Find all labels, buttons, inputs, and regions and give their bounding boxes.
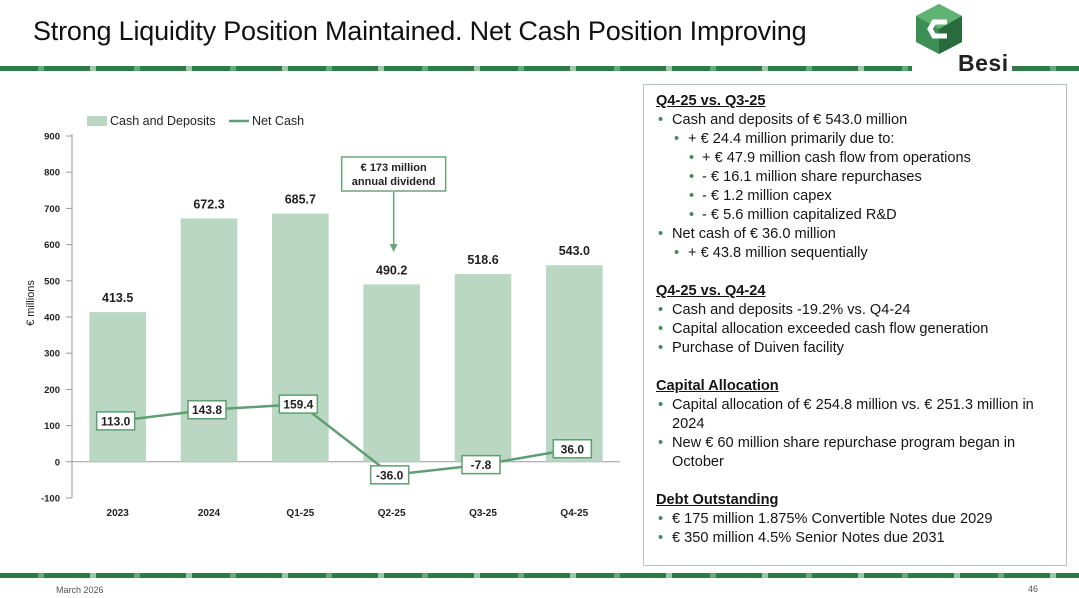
- commentary-panel: Q4-25 vs. Q3-25 Cash and deposits of € 54…: [643, 84, 1067, 566]
- besi-logo-icon: [916, 4, 962, 54]
- panel-bullet: + € 24.4 million primarily due to:: [656, 130, 1054, 149]
- annotation-box: [340, 156, 447, 192]
- bar-value-label: 672.3: [193, 197, 224, 211]
- panel-section: Capital Allocation Capital allocation of …: [656, 377, 1054, 472]
- panel-bullet: New € 60 million share repurchase progra…: [656, 434, 1054, 472]
- logo-text: Besi: [958, 50, 1009, 76]
- slide-title: Strong Liquidity Position Maintained. Ne…: [33, 16, 807, 46]
- y-tick-label: 400: [44, 313, 60, 324]
- panel-bullet: + € 43.8 million sequentially: [656, 244, 1054, 263]
- bar-cash-deposits: [272, 213, 329, 462]
- panel-section-heading: Q4-25 vs. Q4-24: [656, 283, 766, 299]
- panel-section-heading: Q4-25 vs. Q3-25: [656, 93, 766, 109]
- panel-bullet: € 175 million 1.875% Convertible Notes d…: [656, 510, 1054, 529]
- bar-cash-deposits: [89, 312, 146, 462]
- panel-bullet: - € 5.6 million capitalized R&D: [656, 206, 1054, 225]
- annotation-arrow-head: [389, 244, 398, 252]
- panel-section: Q4-25 vs. Q3-25 Cash and deposits of € 54…: [656, 92, 1054, 263]
- y-tick-label: 500: [44, 276, 60, 287]
- bar-value-label: 490.2: [376, 263, 407, 277]
- y-tick-label: 0: [55, 457, 60, 468]
- panel-bullet: Cash and deposits -19.2% vs. Q4-24: [656, 301, 1054, 320]
- net-cash-label: -7.8: [471, 458, 492, 472]
- net-cash-label: 143.8: [192, 403, 222, 417]
- y-tick-label: 800: [44, 168, 60, 179]
- bar-value-label: 543.0: [559, 244, 590, 258]
- bar-value-label: 685.7: [285, 193, 316, 207]
- legend-label-netcash: Net Cash: [252, 114, 304, 128]
- net-cash-point: [369, 465, 410, 485]
- annotation-text: annual dividend: [352, 176, 436, 188]
- y-tick-label: 100: [44, 421, 60, 432]
- x-tick-label: 2024: [198, 508, 221, 519]
- page-number: 46: [1028, 584, 1039, 594]
- net-cash-label: 36.0: [561, 442, 585, 456]
- net-cash-point: [187, 399, 227, 420]
- y-tick-label: 900: [44, 132, 60, 143]
- bar-cash-deposits: [180, 218, 238, 462]
- panel-section: Debt Outstanding € 175 million 1.875% Con…: [656, 491, 1054, 548]
- net-cash-label: 159.4: [283, 398, 313, 412]
- cash-chart: -100 0 100 200 300 400 500 600 700 800 900 € millio…: [25, 114, 620, 519]
- annotation-text: € 173 million: [361, 162, 427, 174]
- net-cash-point: [278, 394, 319, 414]
- panel-bullet: - € 1.2 million capex: [656, 187, 1054, 206]
- panel-bullet: - € 16.1 million share repurchases: [656, 168, 1054, 187]
- x-tick-label: Q3-25: [469, 508, 497, 519]
- panel-bullet: + € 47.9 million cash flow from operatio…: [656, 149, 1054, 168]
- bar-value-label: 518.6: [467, 253, 498, 267]
- x-tick-label: Q2-25: [378, 508, 406, 519]
- header-rule: [0, 66, 912, 71]
- y-tick-label: 700: [44, 204, 60, 215]
- bar-cash-deposits: [454, 274, 512, 462]
- y-tick-label: -100: [41, 494, 60, 505]
- y-tick-label: 300: [44, 349, 60, 360]
- net-cash-point: [461, 454, 501, 475]
- net-cash-label: -36.0: [376, 468, 404, 482]
- net-cash-point: [95, 411, 136, 431]
- bar-cash-deposits: [363, 284, 420, 462]
- panel-bullet: Net cash of € 36.0 million: [656, 225, 1054, 244]
- panel-bullet: Capital allocation exceeded cash flow ge…: [656, 320, 1054, 339]
- panel-bullet: € 350 million 4.5% Senior Notes due 2031: [656, 529, 1054, 548]
- y-tick-label: 600: [44, 240, 60, 251]
- x-tick-label: Q4-25: [560, 508, 588, 519]
- panel-section: Q4-25 vs. Q4-24 Cash and deposits -19.2% …: [656, 282, 1054, 358]
- panel-bullet: Cash and deposits of € 543.0 million: [656, 111, 1054, 130]
- panel-section-heading: Capital Allocation: [656, 378, 779, 394]
- bar-value-label: 413.5: [102, 291, 133, 305]
- panel-section-heading: Debt Outstanding: [656, 492, 779, 508]
- footer-date: March 2026: [56, 585, 104, 595]
- panel-bullet: Purchase of Duiven facility: [656, 339, 1054, 358]
- x-tick-label: Q1-25: [286, 508, 314, 519]
- bar-cash-deposits: [546, 265, 603, 462]
- footer-rule: [0, 573, 1079, 578]
- legend-swatch-cash: [87, 116, 107, 126]
- net-cash-point: [552, 439, 593, 459]
- y-axis-title: € millions: [25, 280, 37, 326]
- header-rule-right: [1012, 66, 1079, 71]
- legend-label-cash: Cash and Deposits: [110, 114, 216, 128]
- panel-bullet: Capital allocation of € 254.8 million vs…: [656, 396, 1054, 434]
- y-tick-label: 200: [44, 385, 60, 396]
- net-cash-label: 113.0: [101, 414, 131, 428]
- x-tick-label: 2023: [107, 508, 130, 519]
